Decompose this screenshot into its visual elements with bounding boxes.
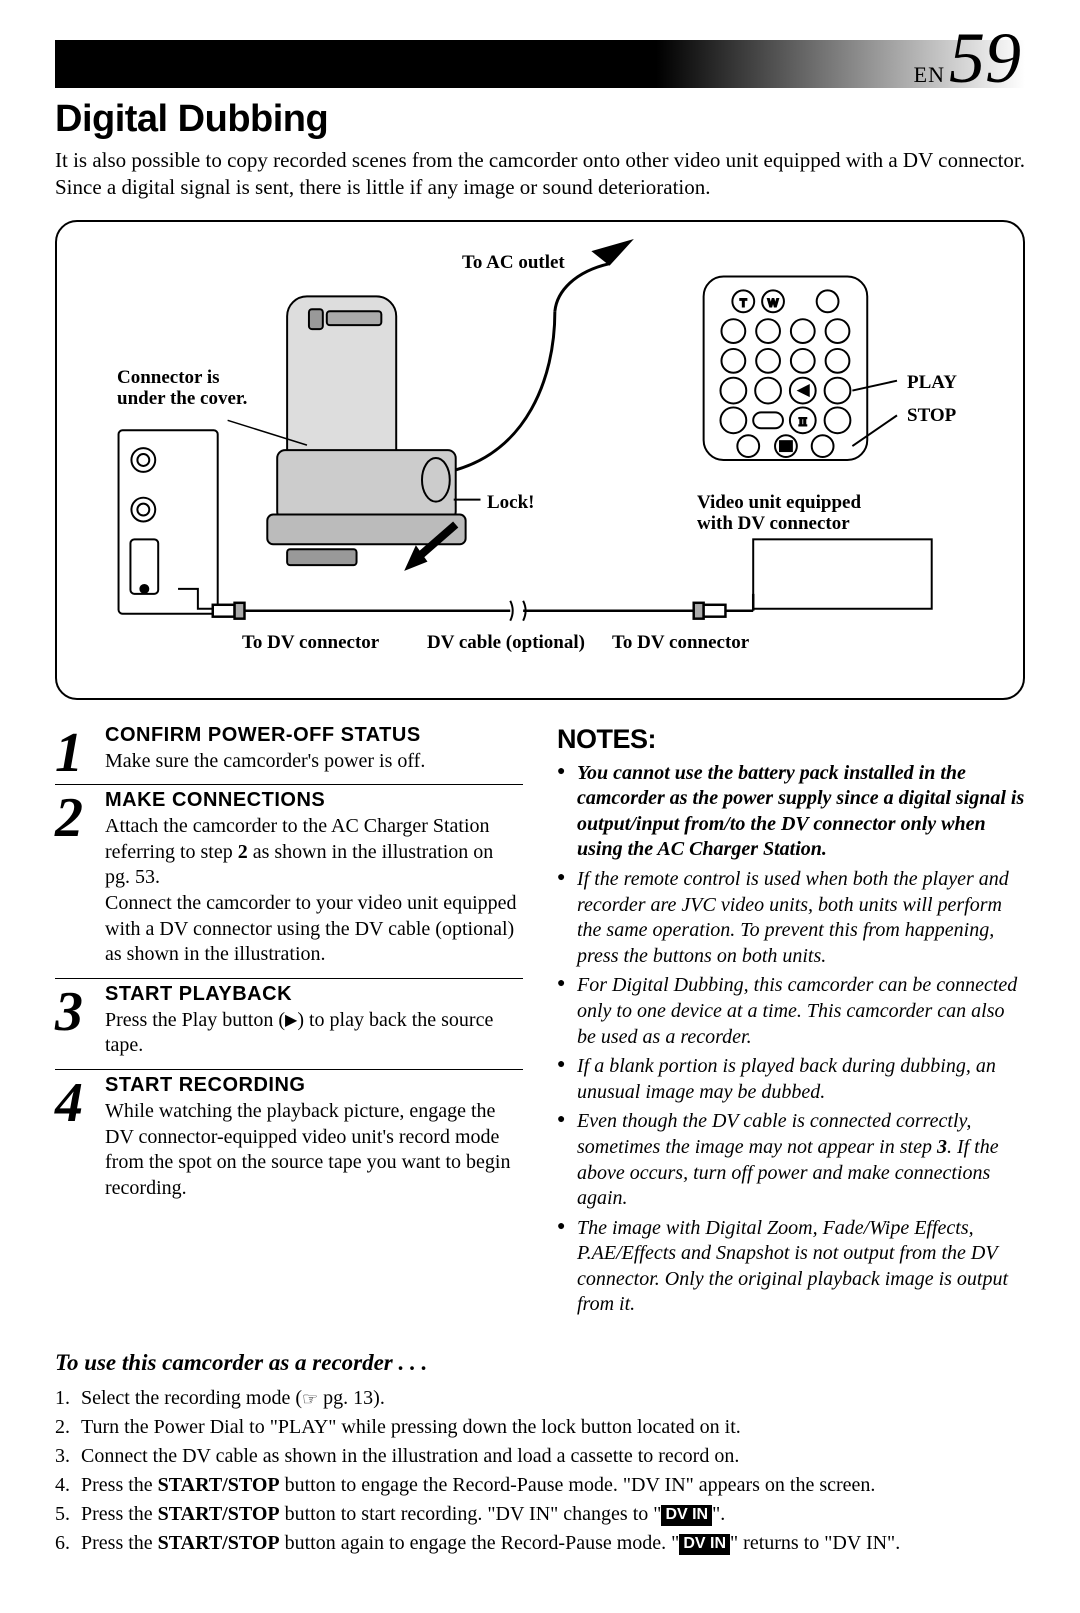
recorder-item: Turn the Power Dial to "PLAY" while pres… <box>55 1413 1025 1442</box>
page-number-value: 59 <box>949 18 1021 98</box>
svg-text:II: II <box>799 414 807 428</box>
recorder-item: Connect the DV cable as shown in the ill… <box>55 1442 1025 1471</box>
step-text: While watching the playback picture, eng… <box>105 1099 523 1201</box>
step-number: 2 <box>55 797 95 968</box>
note-item: If the remote control is used when both … <box>557 867 1025 969</box>
step-text: Make sure the camcorder's power is off. <box>105 749 523 775</box>
step-title: MAKE CONNECTIONS <box>105 789 523 812</box>
page-lang: EN <box>914 62 945 87</box>
content-columns: 1CONFIRM POWER-OFF STATUSMake sure the c… <box>55 724 1025 1322</box>
notes-heading: NOTES: <box>557 724 1025 755</box>
step-number: 1 <box>55 732 95 775</box>
steps-column: 1CONFIRM POWER-OFF STATUSMake sure the c… <box>55 724 523 1322</box>
svg-text:W: W <box>768 297 779 309</box>
step-body: START PLAYBACKPress the Play button (▶) … <box>105 983 523 1059</box>
step-body: START RECORDINGWhile watching the playba… <box>105 1074 523 1201</box>
note-item: For Digital Dubbing, this camcorder can … <box>557 973 1025 1050</box>
step-title: START PLAYBACK <box>105 983 523 1006</box>
step: 3START PLAYBACKPress the Play button (▶)… <box>55 978 523 1059</box>
connection-diagram: To AC outlet Connector is under the cove… <box>55 220 1025 700</box>
note-item: If a blank portion is played back during… <box>557 1054 1025 1105</box>
step-text: Press the Play button (▶) to play back t… <box>105 1008 523 1059</box>
page-title: Digital Dubbing <box>55 98 1025 141</box>
step-number: 4 <box>55 1082 95 1201</box>
intro-paragraph: It is also possible to copy recorded sce… <box>55 147 1025 202</box>
recorder-section: To use this camcorder as a recorder . . … <box>55 1350 1025 1558</box>
step: 4START RECORDINGWhile watching the playb… <box>55 1069 523 1201</box>
note-item: The image with Digital Zoom, Fade/Wipe E… <box>557 1216 1025 1318</box>
notes-list: You cannot use the battery pack installe… <box>557 761 1025 1318</box>
page-number: EN 59 <box>914 22 1021 94</box>
diagram-svg: T W II <box>57 222 1023 698</box>
svg-text:T: T <box>740 297 747 309</box>
recorder-item: Select the recording mode (☞ pg. 13). <box>55 1384 1025 1413</box>
recorder-heading: To use this camcorder as a recorder . . … <box>55 1350 1025 1376</box>
step-title: START RECORDING <box>105 1074 523 1097</box>
recorder-list: Select the recording mode (☞ pg. 13).Tur… <box>55 1384 1025 1558</box>
note-item: Even though the DV cable is connected co… <box>557 1109 1025 1211</box>
step-number: 3 <box>55 991 95 1059</box>
recorder-item: Press the START/STOP button to start rec… <box>55 1500 1025 1529</box>
step-body: CONFIRM POWER-OFF STATUSMake sure the ca… <box>105 724 523 775</box>
recorder-item: Press the START/STOP button again to eng… <box>55 1529 1025 1558</box>
step: 2MAKE CONNECTIONSAttach the camcorder to… <box>55 784 523 968</box>
step-body: MAKE CONNECTIONSAttach the camcorder to … <box>105 789 523 968</box>
note-item: You cannot use the battery pack installe… <box>557 761 1025 863</box>
notes-column: NOTES: You cannot use the battery pack i… <box>557 724 1025 1322</box>
recorder-item: Press the START/STOP button to engage th… <box>55 1471 1025 1500</box>
step-text: Attach the camcorder to the AC Charger S… <box>105 814 523 968</box>
page-header-bar: EN 59 <box>55 40 1025 88</box>
step: 1CONFIRM POWER-OFF STATUSMake sure the c… <box>55 724 523 775</box>
step-title: CONFIRM POWER-OFF STATUS <box>105 724 523 747</box>
